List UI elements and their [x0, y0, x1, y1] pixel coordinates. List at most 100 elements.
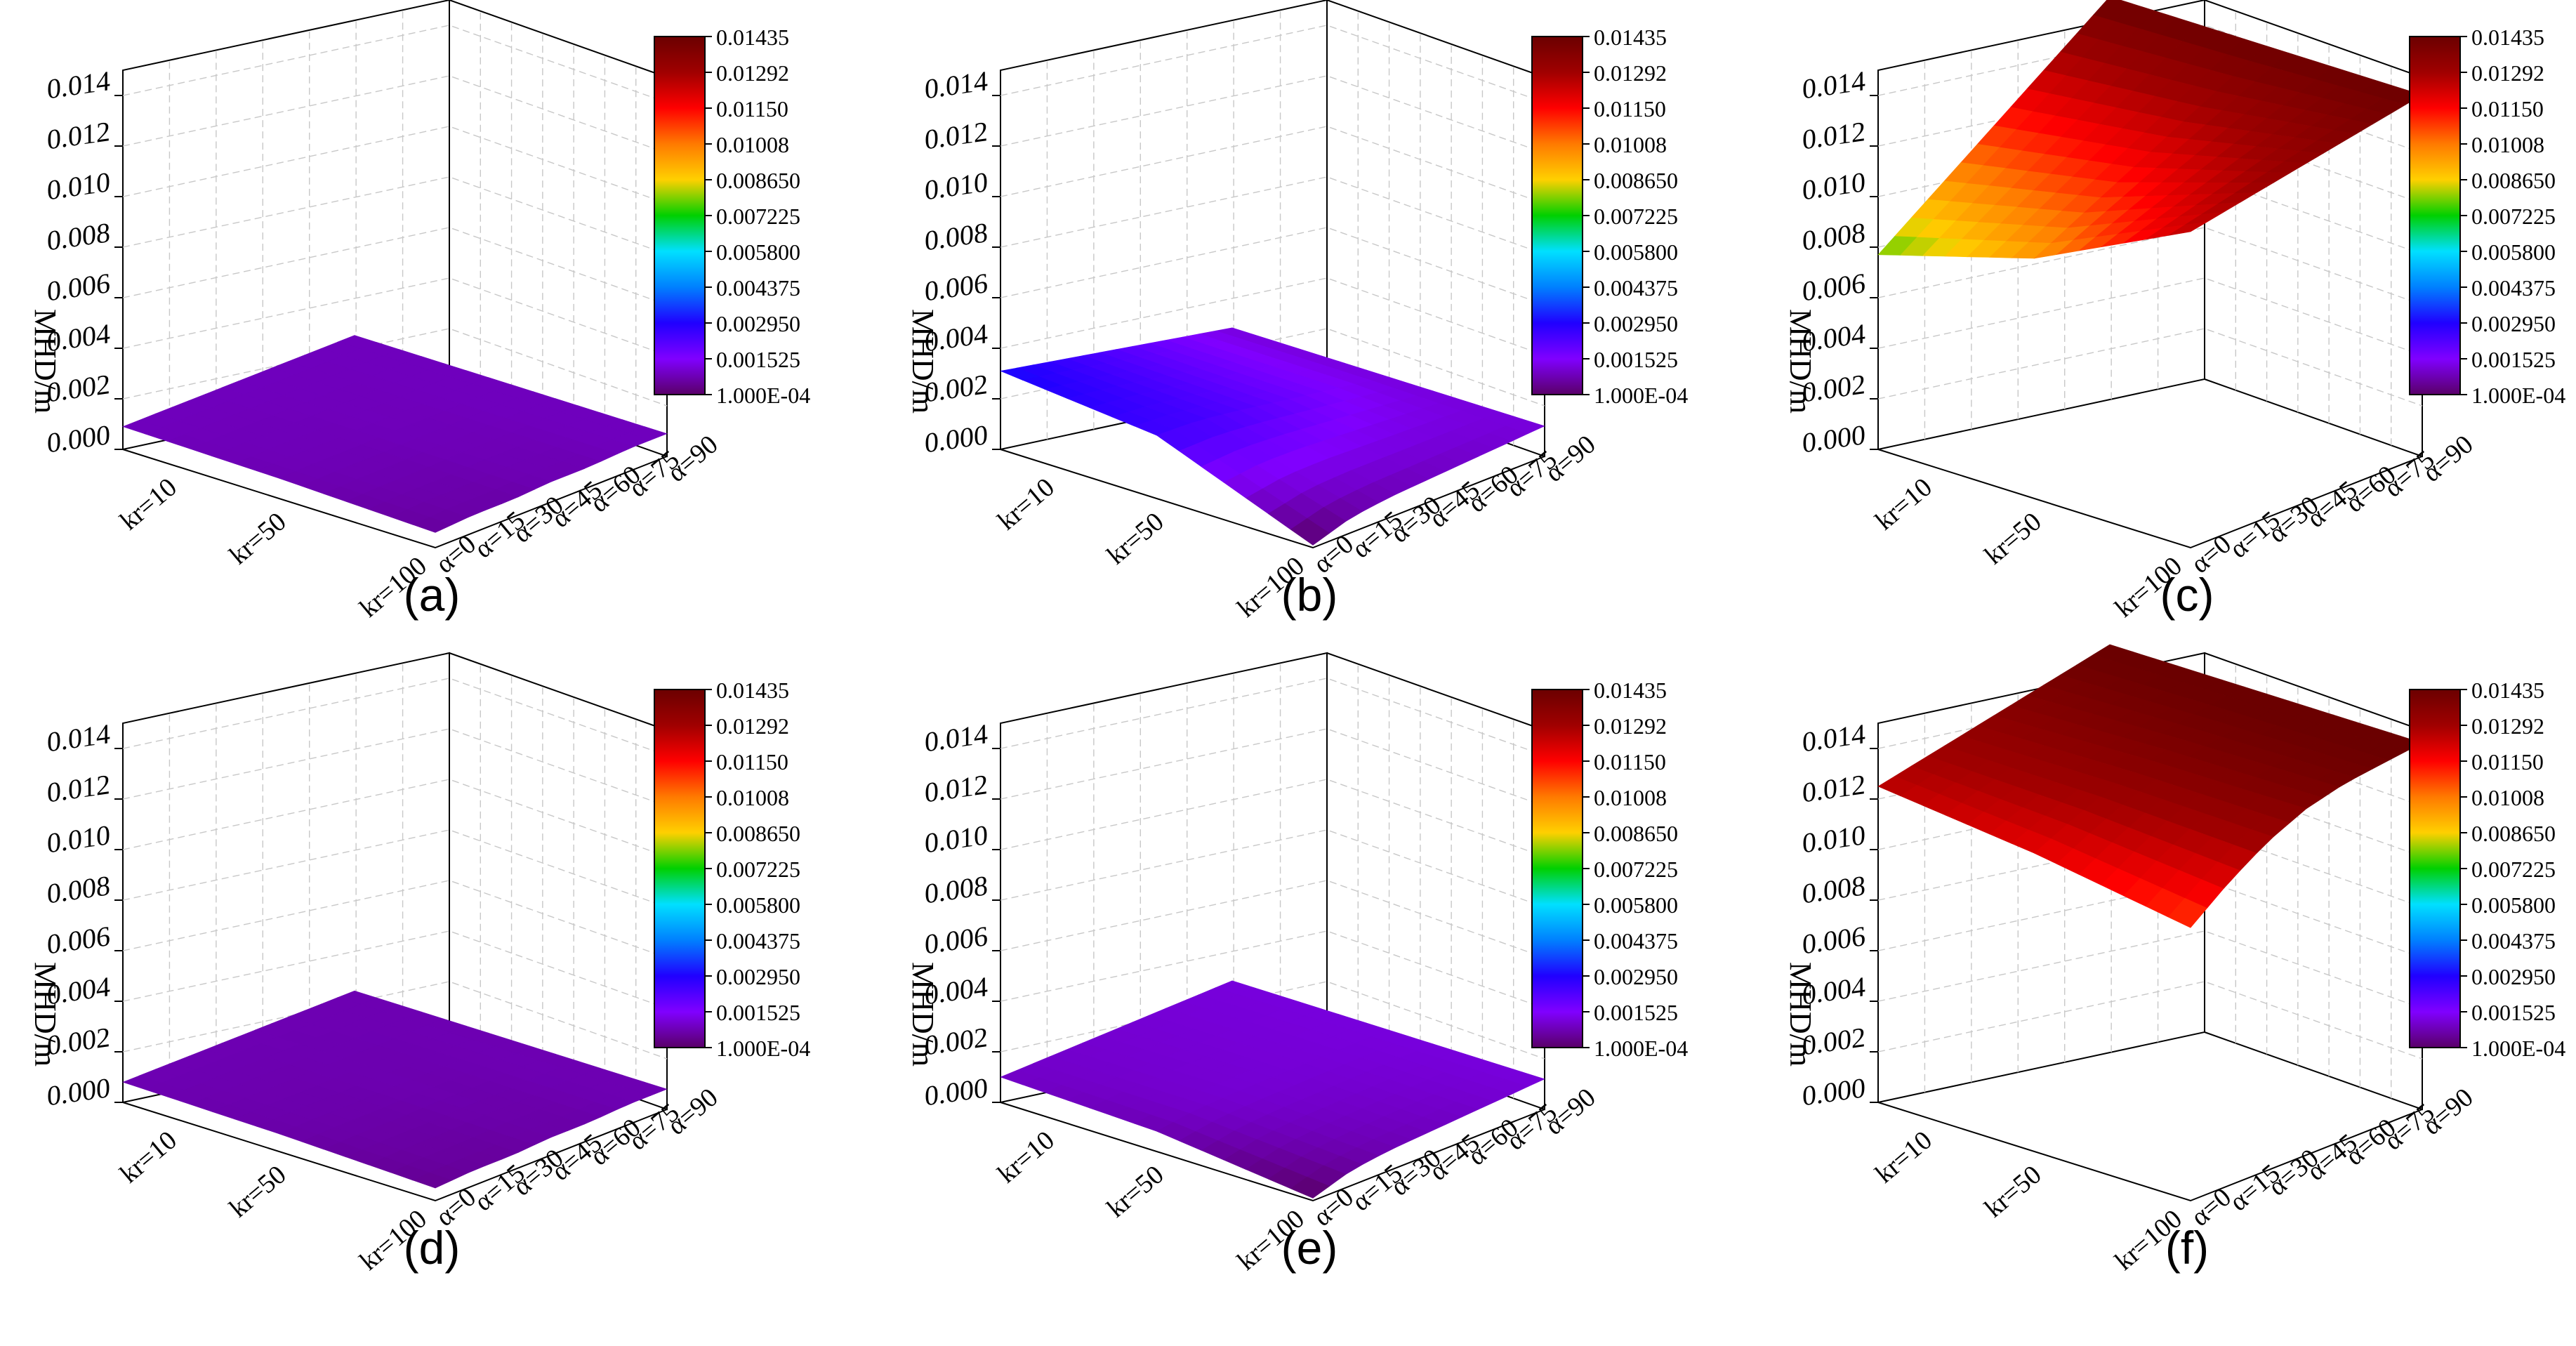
- colorbar-tick-label: 0.005800: [716, 239, 800, 265]
- colorbar-tick-label: 0.01150: [716, 96, 788, 121]
- z-tick-label: 0.000: [925, 1071, 988, 1111]
- colorbar: 0.01435 0.01292 0.01150 0.01008 0.008650 0.00…: [2409, 678, 2565, 1061]
- z-tick-label: 0.008: [1802, 216, 1865, 256]
- colorbar-tick-label: 0.005800: [2471, 239, 2556, 265]
- surface: [1877, 644, 2423, 928]
- surface: [999, 327, 1545, 546]
- surface: [122, 335, 668, 533]
- panel-f: 0.0000.0020.0040.0060.0080.0100.0120.014…: [1783, 644, 2565, 1276]
- colorbar-tick-label: 0.008650: [716, 821, 800, 846]
- z-tick-label: 0.006: [1802, 920, 1865, 960]
- surface: [1877, 0, 2423, 259]
- kr-tick-label: kr=50: [1979, 507, 2047, 571]
- colorbar-tick-label: 1.000E-04: [2471, 1036, 2565, 1061]
- kr-tick-label: kr=10: [1870, 473, 1938, 536]
- z-tick-label: 0.014: [925, 718, 988, 758]
- z-axis-title: MHD/m: [906, 962, 940, 1067]
- z-tick-label: 0.014: [47, 65, 110, 105]
- colorbar: 0.01435 0.01292 0.01150 0.01008 0.008650 0.00…: [2409, 25, 2565, 408]
- colorbar-tick-label: 1.000E-04: [716, 383, 810, 408]
- z-tick-label: 0.000: [1802, 1071, 1865, 1111]
- alpha-tick-label: α=90: [662, 1083, 724, 1141]
- colorbar: 0.01435 0.01292 0.01150 0.01008 0.008650 0.00…: [1531, 678, 1688, 1061]
- z-tick-label: 0.000: [47, 1071, 110, 1111]
- colorbar-tick-label: 0.001525: [1594, 347, 1678, 372]
- colorbar-tick-label: 0.002950: [2471, 311, 2556, 336]
- kr-tick-label: kr=10: [114, 1126, 183, 1189]
- colorbar-gradient: [654, 689, 706, 1048]
- colorbar-tick-label: 0.002950: [716, 964, 800, 989]
- z-tick-label: 0.014: [47, 718, 110, 758]
- z-tick-label: 0.010: [1802, 819, 1865, 859]
- surface-cell: [2167, 897, 2208, 928]
- surface-cell: [2168, 221, 2207, 236]
- alpha-axis-ticks: α=0α=15α=30α=45α=60α=75α=90: [2186, 430, 2479, 579]
- surface-cell: [1290, 517, 1330, 546]
- z-tick-label: 0.008: [47, 869, 110, 909]
- colorbar-tick-label: 0.01008: [716, 785, 789, 810]
- z-tick-label: 0.014: [1802, 65, 1865, 105]
- z-axis-title: MHD/m: [28, 962, 62, 1067]
- colorbar-tick-label: 0.001525: [716, 1000, 800, 1025]
- colorbar-tick-label: 0.01150: [716, 749, 788, 774]
- kr-tick-label: kr=50: [1979, 1160, 2047, 1224]
- panel-caption: (d): [404, 1222, 461, 1274]
- surface-cell: [1290, 1177, 1330, 1199]
- colorbar-tick-label: 0.01008: [1594, 785, 1667, 810]
- panel-a: 0.0000.0020.0040.0060.0080.0100.0120.014…: [28, 0, 810, 623]
- z-tick-label: 0.000: [925, 418, 988, 458]
- colorbar-gradient: [1531, 689, 1583, 1048]
- panel-c: 0.0000.0020.0040.0060.0080.0100.0120.014…: [1783, 0, 2565, 623]
- z-axis-title: MHD/m: [1783, 962, 1818, 1067]
- colorbar-tick-label: 0.01008: [2471, 785, 2544, 810]
- z-tick-label: 0.000: [47, 418, 110, 458]
- panel-caption: (b): [1281, 569, 1338, 621]
- colorbar-tick-label: 0.007225: [1594, 204, 1678, 229]
- surface: [122, 990, 668, 1189]
- z-tick-label: 0.010: [1802, 166, 1865, 206]
- colorbar-tick-label: 0.007225: [2471, 204, 2556, 229]
- z-tick-label: 0.012: [925, 768, 988, 808]
- z-tick-label: 0.010: [925, 166, 988, 206]
- colorbar-tick-label: 0.008650: [1594, 168, 1678, 193]
- z-tick-label: 0.012: [925, 115, 988, 155]
- colorbar-tick-label: 0.007225: [2471, 857, 2556, 882]
- colorbar-gradient: [1531, 36, 1583, 395]
- z-tick-label: 0.008: [1802, 869, 1865, 909]
- colorbar-tick-label: 0.01292: [716, 713, 789, 739]
- colorbar-tick-label: 0.005800: [716, 892, 800, 918]
- kr-tick-label: kr=50: [1102, 507, 1170, 571]
- z-axis-title: MHD/m: [906, 309, 940, 414]
- panel-caption: (c): [2160, 569, 2214, 621]
- colorbar-tick-label: 0.005800: [2471, 892, 2556, 918]
- kr-tick-label: kr=10: [992, 473, 1060, 536]
- surface: [1000, 980, 1545, 1199]
- z-tick-label: 0.014: [1802, 718, 1865, 758]
- colorbar-tick-label: 0.004375: [1594, 275, 1678, 301]
- z-tick-label: 0.000: [1802, 418, 1865, 458]
- z-axis-title: MHD/m: [28, 309, 62, 414]
- colorbar-tick-label: 0.002950: [1594, 964, 1678, 989]
- alpha-axis-ticks: α=0α=15α=30α=45α=60α=75α=90: [2186, 1083, 2479, 1232]
- colorbar-tick-label: 0.002950: [716, 311, 800, 336]
- colorbar-tick-label: 1.000E-04: [2471, 383, 2565, 408]
- colorbar-tick-label: 0.004375: [716, 275, 800, 301]
- kr-tick-label: kr=50: [224, 507, 292, 571]
- colorbar-tick-label: 0.01008: [716, 132, 789, 157]
- kr-tick-label: kr=10: [1870, 1126, 1938, 1189]
- colorbar-tick-label: 1.000E-04: [1594, 383, 1688, 408]
- colorbar: 0.01435 0.01292 0.01150 0.01008 0.008650 0.00…: [654, 25, 810, 408]
- colorbar-tick-label: 0.007225: [716, 857, 800, 882]
- z-tick-label: 0.010: [925, 819, 988, 859]
- colorbar-tick-label: 0.004375: [1594, 928, 1678, 954]
- colorbar-tick-label: 0.001525: [716, 347, 800, 372]
- colorbar-tick-label: 0.01292: [1594, 60, 1667, 86]
- colorbar-tick-label: 0.01150: [2471, 96, 2544, 121]
- z-tick-label: 0.012: [1802, 115, 1865, 155]
- z-tick-label: 0.008: [925, 216, 988, 256]
- colorbar-tick-label: 0.001525: [1594, 1000, 1678, 1025]
- colorbar-tick-label: 0.01150: [1594, 749, 1666, 774]
